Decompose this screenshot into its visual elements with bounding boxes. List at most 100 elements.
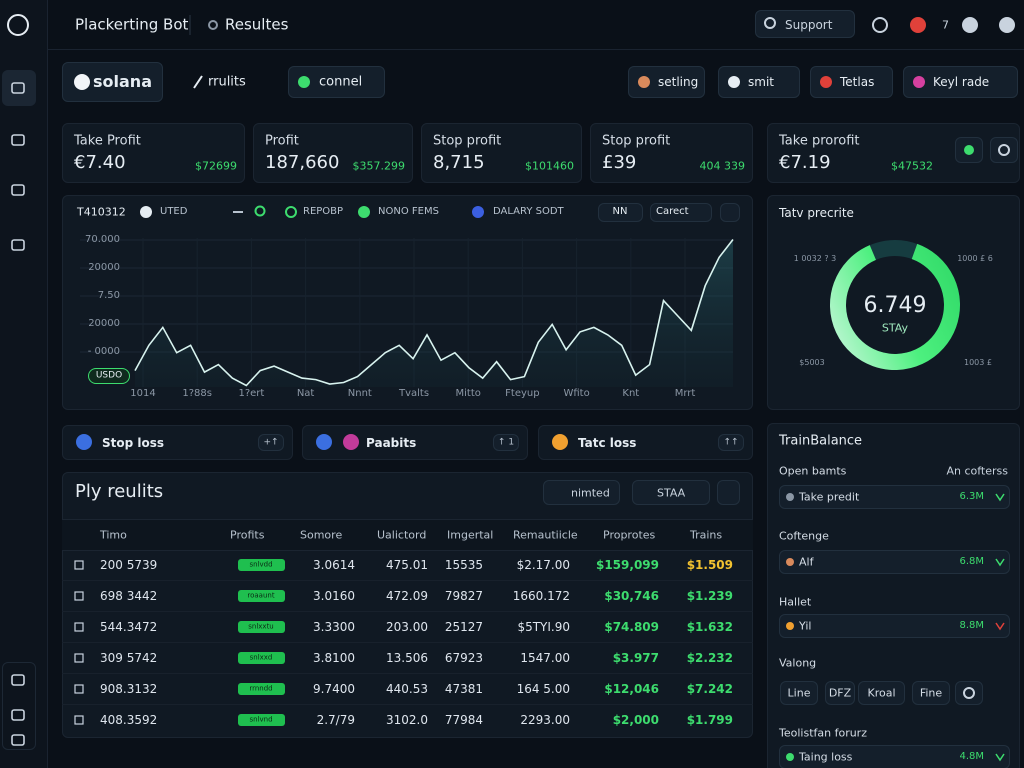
tab-label[interactable]: smit — [748, 75, 774, 89]
view-option[interactable] — [825, 681, 855, 705]
section-title: Valong — [779, 656, 817, 670]
donut-sub: STAy — [881, 321, 909, 335]
option-label[interactable]: DFZ — [828, 686, 852, 700]
filter-icon — [343, 434, 359, 450]
view-option[interactable] — [912, 681, 950, 705]
topbar — [48, 0, 1024, 50]
cell: 1547.00 — [520, 651, 570, 665]
row-amount: 6.3M — [959, 491, 984, 502]
row-amount: 6.8M — [959, 556, 984, 567]
chart-button[interactable] — [650, 203, 712, 222]
checkbox — [74, 653, 84, 663]
status-label: snlvnd — [249, 715, 273, 724]
icon-button[interactable] — [720, 203, 740, 222]
filter-label[interactable]: Stop loss — [102, 436, 165, 450]
option-label[interactable]: Kroal — [867, 686, 896, 700]
filter-pill[interactable] — [62, 425, 293, 460]
cell: $5TYI.90 — [517, 620, 570, 634]
tab-label[interactable]: Keyl rade — [933, 75, 990, 89]
column-header: Profits — [230, 528, 265, 542]
icon-button[interactable] — [717, 480, 740, 505]
stat-value: 187,660 — [265, 152, 340, 173]
view-option[interactable] — [780, 681, 818, 705]
trend-icon — [995, 558, 1005, 567]
brand-icon — [74, 74, 90, 90]
cell: 25127 — [444, 620, 483, 634]
tab-label[interactable]: Tetlas — [840, 75, 875, 89]
cell: 475.01 — [386, 558, 428, 572]
column-header: Trains — [690, 528, 723, 542]
nav-active[interactable] — [2, 70, 36, 106]
sidebar — [0, 0, 48, 768]
icon — [998, 144, 1010, 156]
status-badge — [238, 559, 285, 571]
stat-label: Stop profit — [433, 133, 502, 149]
icon-button[interactable] — [955, 681, 983, 705]
status-icon — [298, 76, 310, 88]
cell: $12,046 — [604, 682, 659, 696]
cell: $7.242 — [686, 682, 733, 696]
section-title: Coftenge — [779, 529, 829, 543]
tab-label[interactable]: setling — [658, 75, 699, 89]
icon — [964, 145, 974, 155]
button-label[interactable]: nimted — [571, 486, 610, 500]
tab-icon — [728, 76, 740, 88]
stat-value: 8,715 — [433, 152, 485, 173]
status-badge — [238, 590, 285, 602]
tag — [258, 434, 284, 451]
filter-pill[interactable] — [538, 425, 753, 460]
column-header: Proprotes — [603, 528, 656, 542]
stat-value: €7.40 — [74, 152, 126, 173]
status-label: roaaunt — [247, 591, 275, 600]
cell: 203.00 — [386, 620, 428, 634]
row-icon — [786, 493, 794, 501]
stat-card — [421, 123, 582, 183]
icon — [208, 20, 218, 30]
cell: 3.3300 — [313, 620, 355, 634]
nav-icon — [11, 134, 25, 146]
icon-button[interactable] — [955, 137, 983, 163]
icon-button[interactable] — [990, 137, 1018, 163]
badge — [88, 368, 130, 384]
connect-menu[interactable]: connel — [319, 74, 363, 90]
filter-pill[interactable] — [302, 425, 528, 460]
chart-button[interactable] — [598, 203, 643, 222]
nav-icon — [11, 709, 25, 721]
balance-panel — [767, 423, 1020, 768]
legend-icon — [285, 206, 297, 218]
search-box[interactable] — [755, 10, 855, 38]
balance-row[interactable] — [779, 614, 1010, 638]
x-axis-label: 1014 — [130, 388, 156, 399]
x-axis-label: Tvalts — [398, 388, 430, 399]
panel-title: TrainBalance — [779, 433, 863, 449]
results-menu[interactable]: rrulits — [208, 74, 246, 90]
trend-icon — [995, 622, 1005, 631]
cell: 440.53 — [386, 682, 428, 696]
option-label[interactable]: Fine — [919, 686, 943, 700]
filter-label[interactable]: Paabits — [366, 436, 417, 450]
balance-row[interactable] — [779, 550, 1010, 574]
table-button[interactable] — [632, 480, 710, 505]
balance-row[interactable] — [779, 745, 1010, 768]
table-button[interactable] — [543, 480, 620, 505]
button-label[interactable]: STAA — [657, 486, 686, 500]
app-title: Plackerting Bot — [75, 15, 189, 34]
connect-pill[interactable] — [288, 66, 385, 98]
button-label[interactable]: NN — [612, 206, 628, 217]
brand: solana — [93, 72, 152, 91]
view-option[interactable] — [858, 681, 905, 705]
option-label[interactable]: Line — [787, 686, 811, 700]
y-axis-label: 7.50 — [97, 290, 120, 301]
status-badge — [238, 652, 285, 664]
cell: 698 3442 — [100, 589, 158, 603]
cell: 164 5.00 — [516, 682, 570, 696]
button-label[interactable]: Carect — [656, 206, 689, 217]
donut-label: 1 0032 ? 3 — [793, 254, 837, 263]
balance-row[interactable] — [779, 485, 1010, 509]
cell: 1660.172 — [512, 589, 570, 603]
filter-label[interactable]: Tatc loss — [578, 436, 637, 450]
status-label: rrnndd — [249, 684, 273, 693]
stat-value: £39 — [602, 152, 637, 173]
row-label: Taing loss — [799, 750, 853, 764]
